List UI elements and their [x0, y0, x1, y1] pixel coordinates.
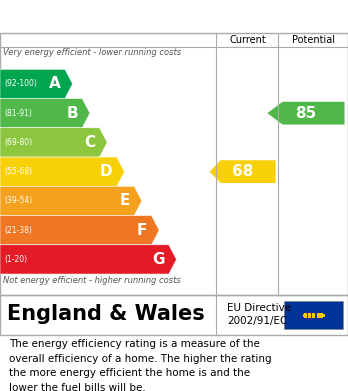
- Text: (92-100): (92-100): [4, 79, 37, 88]
- Polygon shape: [0, 157, 125, 186]
- Text: A: A: [49, 76, 61, 91]
- Text: (81-91): (81-91): [4, 109, 32, 118]
- Text: 68: 68: [232, 164, 253, 179]
- Polygon shape: [267, 102, 345, 125]
- Polygon shape: [0, 69, 73, 99]
- Polygon shape: [0, 186, 142, 215]
- Text: The energy efficiency rating is a measure of the
overall efficiency of a home. T: The energy efficiency rating is a measur…: [9, 339, 271, 391]
- Text: (1-20): (1-20): [4, 255, 27, 264]
- Text: 85: 85: [295, 106, 317, 121]
- Text: (69-80): (69-80): [4, 138, 32, 147]
- Text: Energy Efficiency Rating: Energy Efficiency Rating: [10, 9, 220, 24]
- Text: EU Directive
2002/91/EC: EU Directive 2002/91/EC: [227, 303, 291, 326]
- Text: D: D: [100, 164, 113, 179]
- Text: England & Wales: England & Wales: [7, 304, 205, 324]
- Polygon shape: [0, 215, 159, 245]
- Bar: [284, 301, 343, 328]
- Polygon shape: [0, 245, 176, 274]
- Polygon shape: [0, 99, 90, 128]
- Text: E: E: [120, 194, 130, 208]
- Polygon shape: [209, 160, 276, 183]
- Text: C: C: [84, 135, 95, 150]
- Text: F: F: [137, 222, 147, 238]
- Polygon shape: [0, 128, 107, 157]
- Text: G: G: [152, 252, 165, 267]
- Text: (39-54): (39-54): [4, 196, 32, 205]
- Text: (21-38): (21-38): [4, 226, 32, 235]
- Text: Current: Current: [229, 35, 266, 45]
- Text: Not energy efficient - higher running costs: Not energy efficient - higher running co…: [3, 276, 181, 285]
- Text: B: B: [66, 106, 78, 121]
- Text: Very energy efficient - lower running costs: Very energy efficient - lower running co…: [3, 48, 182, 57]
- Text: (55-68): (55-68): [4, 167, 32, 176]
- Text: Potential: Potential: [292, 35, 335, 45]
